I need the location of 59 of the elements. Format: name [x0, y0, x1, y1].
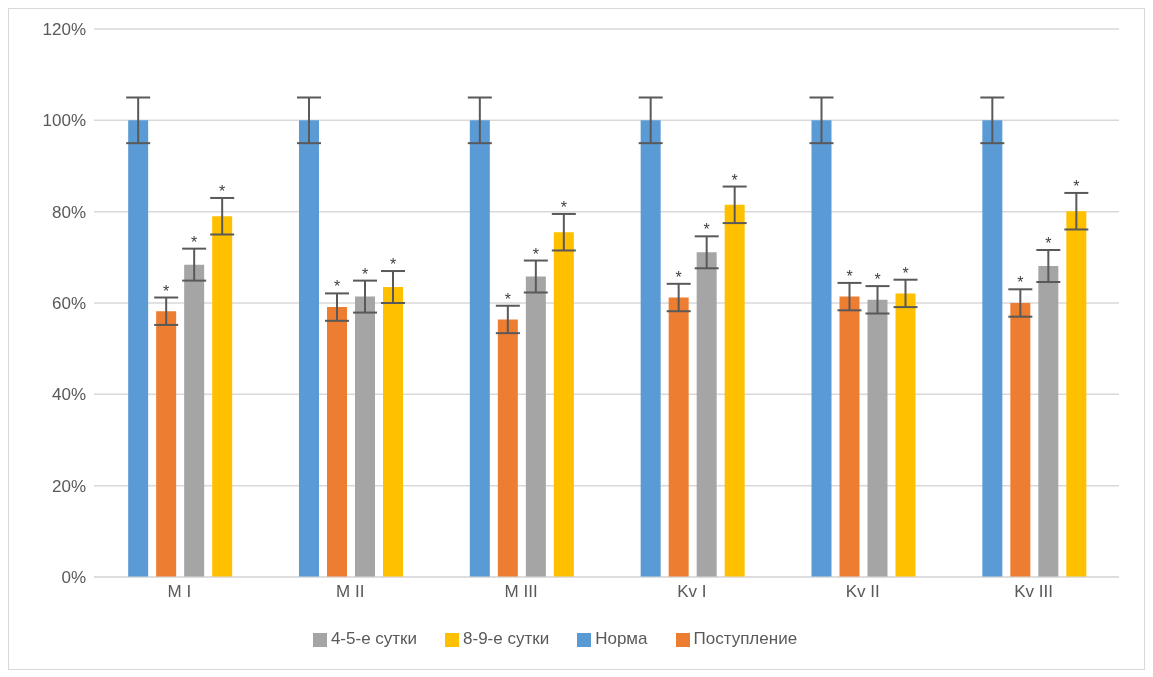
data-label: *: [1017, 274, 1024, 292]
y-tick-label: 80%: [51, 202, 86, 222]
data-label: *: [560, 198, 567, 216]
x-tick-label: M III: [504, 582, 538, 602]
bar: [383, 287, 403, 577]
bar: [867, 299, 888, 577]
bar: [724, 204, 745, 577]
data-label: *: [389, 256, 397, 274]
data-label: *: [846, 267, 853, 285]
bar: [327, 307, 347, 577]
bar: [982, 120, 1003, 577]
bar: [1066, 211, 1087, 577]
bar: [1010, 303, 1031, 577]
legend-label: Норма: [595, 629, 648, 648]
data-label: *: [874, 271, 881, 289]
bar: [525, 276, 546, 577]
data-label: *: [703, 221, 710, 239]
bar: [668, 297, 689, 577]
data-label: *: [163, 282, 170, 300]
x-tick-label: M II: [336, 582, 365, 602]
data-label: *: [219, 182, 226, 200]
bar: [839, 296, 860, 577]
y-tick-label: 100%: [42, 111, 86, 131]
x-tick-label: M I: [167, 582, 192, 602]
legend-label: 8-9-е сутки: [463, 629, 550, 648]
data-label: *: [333, 278, 341, 296]
x-tick-label: Kv III: [1014, 582, 1053, 602]
bar: [156, 311, 177, 577]
data-label: *: [504, 290, 511, 308]
bar: [299, 120, 319, 577]
bar: [696, 252, 717, 577]
x-tick-label: Kv I: [677, 582, 707, 602]
bar: [1038, 266, 1059, 577]
legend-label: Поступление: [693, 629, 798, 648]
data-label: *: [1045, 235, 1052, 253]
y-tick-label: 120%: [42, 20, 86, 40]
bar: [212, 216, 233, 577]
data-label: *: [675, 268, 682, 286]
data-label: *: [361, 265, 369, 283]
data-label: *: [1073, 177, 1080, 195]
data-label: *: [731, 171, 738, 189]
bar: [128, 120, 149, 577]
bar: [895, 293, 916, 577]
bar: [640, 120, 661, 577]
data-label: *: [902, 264, 909, 282]
data-label: *: [532, 245, 539, 263]
y-tick-label: 60%: [51, 294, 86, 314]
bar: [184, 264, 205, 577]
legend-label: 4-5-е сутки: [330, 629, 418, 648]
y-tick-label: 40%: [51, 385, 86, 405]
x-tick-label: Kv II: [845, 582, 880, 602]
bar: [469, 120, 490, 577]
y-tick-label: 0%: [61, 568, 86, 588]
bar: [497, 319, 518, 577]
data-label: *: [191, 233, 198, 251]
bar: [811, 120, 832, 577]
bar: [355, 296, 375, 577]
y-tick-label: 20%: [51, 476, 86, 496]
bar: [553, 232, 574, 577]
